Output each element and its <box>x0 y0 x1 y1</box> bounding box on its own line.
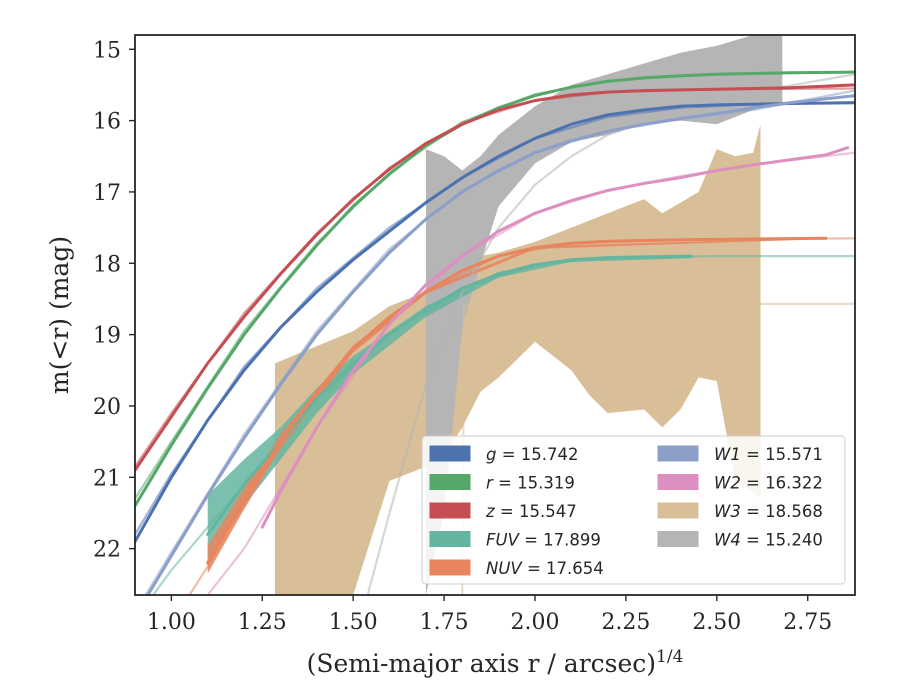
legend-swatch <box>657 502 699 519</box>
legend-swatch <box>429 474 471 490</box>
plot-frame <box>134 34 856 596</box>
legend: g = 15.742 r = 15.319 z = 15.547 FUV = 17.8… <box>421 435 846 585</box>
nuv-line <box>206 236 828 565</box>
legend-swatch <box>657 474 699 490</box>
legend-label: W3 = 18.568 <box>714 502 823 521</box>
x-tick-label: 2.25 <box>601 610 650 635</box>
y-tick-label: 18 <box>93 252 121 277</box>
plot-area <box>135 35 855 595</box>
y-tick-label: 17 <box>93 181 121 206</box>
legend-label: FUV = 17.899 <box>486 531 601 550</box>
x-tick-label: 2.50 <box>692 610 741 635</box>
x-axis-label: (Semi-major axis r / arcsec)1/4 <box>307 647 684 678</box>
legend-label: r = 15.319 <box>486 474 575 493</box>
y-axis-label: m(<r) (mag) <box>45 236 74 394</box>
y-axis: 15 16 17 18 19 20 21 22 <box>93 38 135 563</box>
legend-swatch <box>657 445 699 462</box>
x-tick-label: 1.25 <box>238 610 287 635</box>
x-tick-label: 2.00 <box>511 610 560 635</box>
legend-label: z = 15.547 <box>485 502 577 521</box>
legend-swatch <box>657 531 699 547</box>
y-tick-label: 20 <box>93 395 121 420</box>
legend-label: W1 = 15.571 <box>714 445 823 464</box>
x-tick-label: 1.00 <box>147 610 196 635</box>
legend-swatch <box>429 445 471 462</box>
legend-item-w2: W2 = 16.322 <box>657 474 823 493</box>
legend-label: W2 = 16.322 <box>714 474 823 493</box>
x-tick-label: 2.75 <box>783 610 832 635</box>
legend-label: W4 = 15.240 <box>714 531 823 550</box>
legend-item-g: g = 15.742 <box>429 445 579 464</box>
legend-swatch <box>429 559 471 576</box>
g-line <box>135 101 855 543</box>
legend-swatch <box>429 502 471 519</box>
legend-item-nuv: NUV = 17.654 <box>429 559 604 578</box>
x-axis: 1.00 1.25 1.50 1.75 2.00 2.25 2.50 2.75 <box>147 595 832 635</box>
legend-label: g = 15.742 <box>486 445 579 464</box>
x-tick-label: 1.50 <box>329 610 378 635</box>
z-line <box>135 83 855 472</box>
y-tick-label: 19 <box>93 324 121 349</box>
y-tick-label: 21 <box>93 466 121 491</box>
x-axis-label-superscript: 1/4 <box>656 647 683 667</box>
legend-item-r: r = 15.319 <box>429 474 575 493</box>
w4-band <box>425 35 783 595</box>
legend-box <box>421 435 846 585</box>
y-tick-label: 15 <box>93 38 121 63</box>
legend-swatch <box>429 531 471 547</box>
legend-item-w3: W3 = 18.568 <box>657 502 823 521</box>
w2-line <box>260 146 850 529</box>
legend-item-fuv: FUV = 17.899 <box>429 531 601 550</box>
x-tick-label: 1.75 <box>420 610 469 635</box>
legend-item-w4: W4 = 15.240 <box>657 531 823 550</box>
y-tick-label: 16 <box>93 110 121 135</box>
legend-item-w1: W1 = 15.571 <box>657 445 823 464</box>
legend-label: NUV = 17.654 <box>486 559 604 578</box>
y-tick-label: 22 <box>93 538 121 563</box>
legend-item-z: z = 15.547 <box>429 502 577 521</box>
w1-line <box>146 94 855 595</box>
